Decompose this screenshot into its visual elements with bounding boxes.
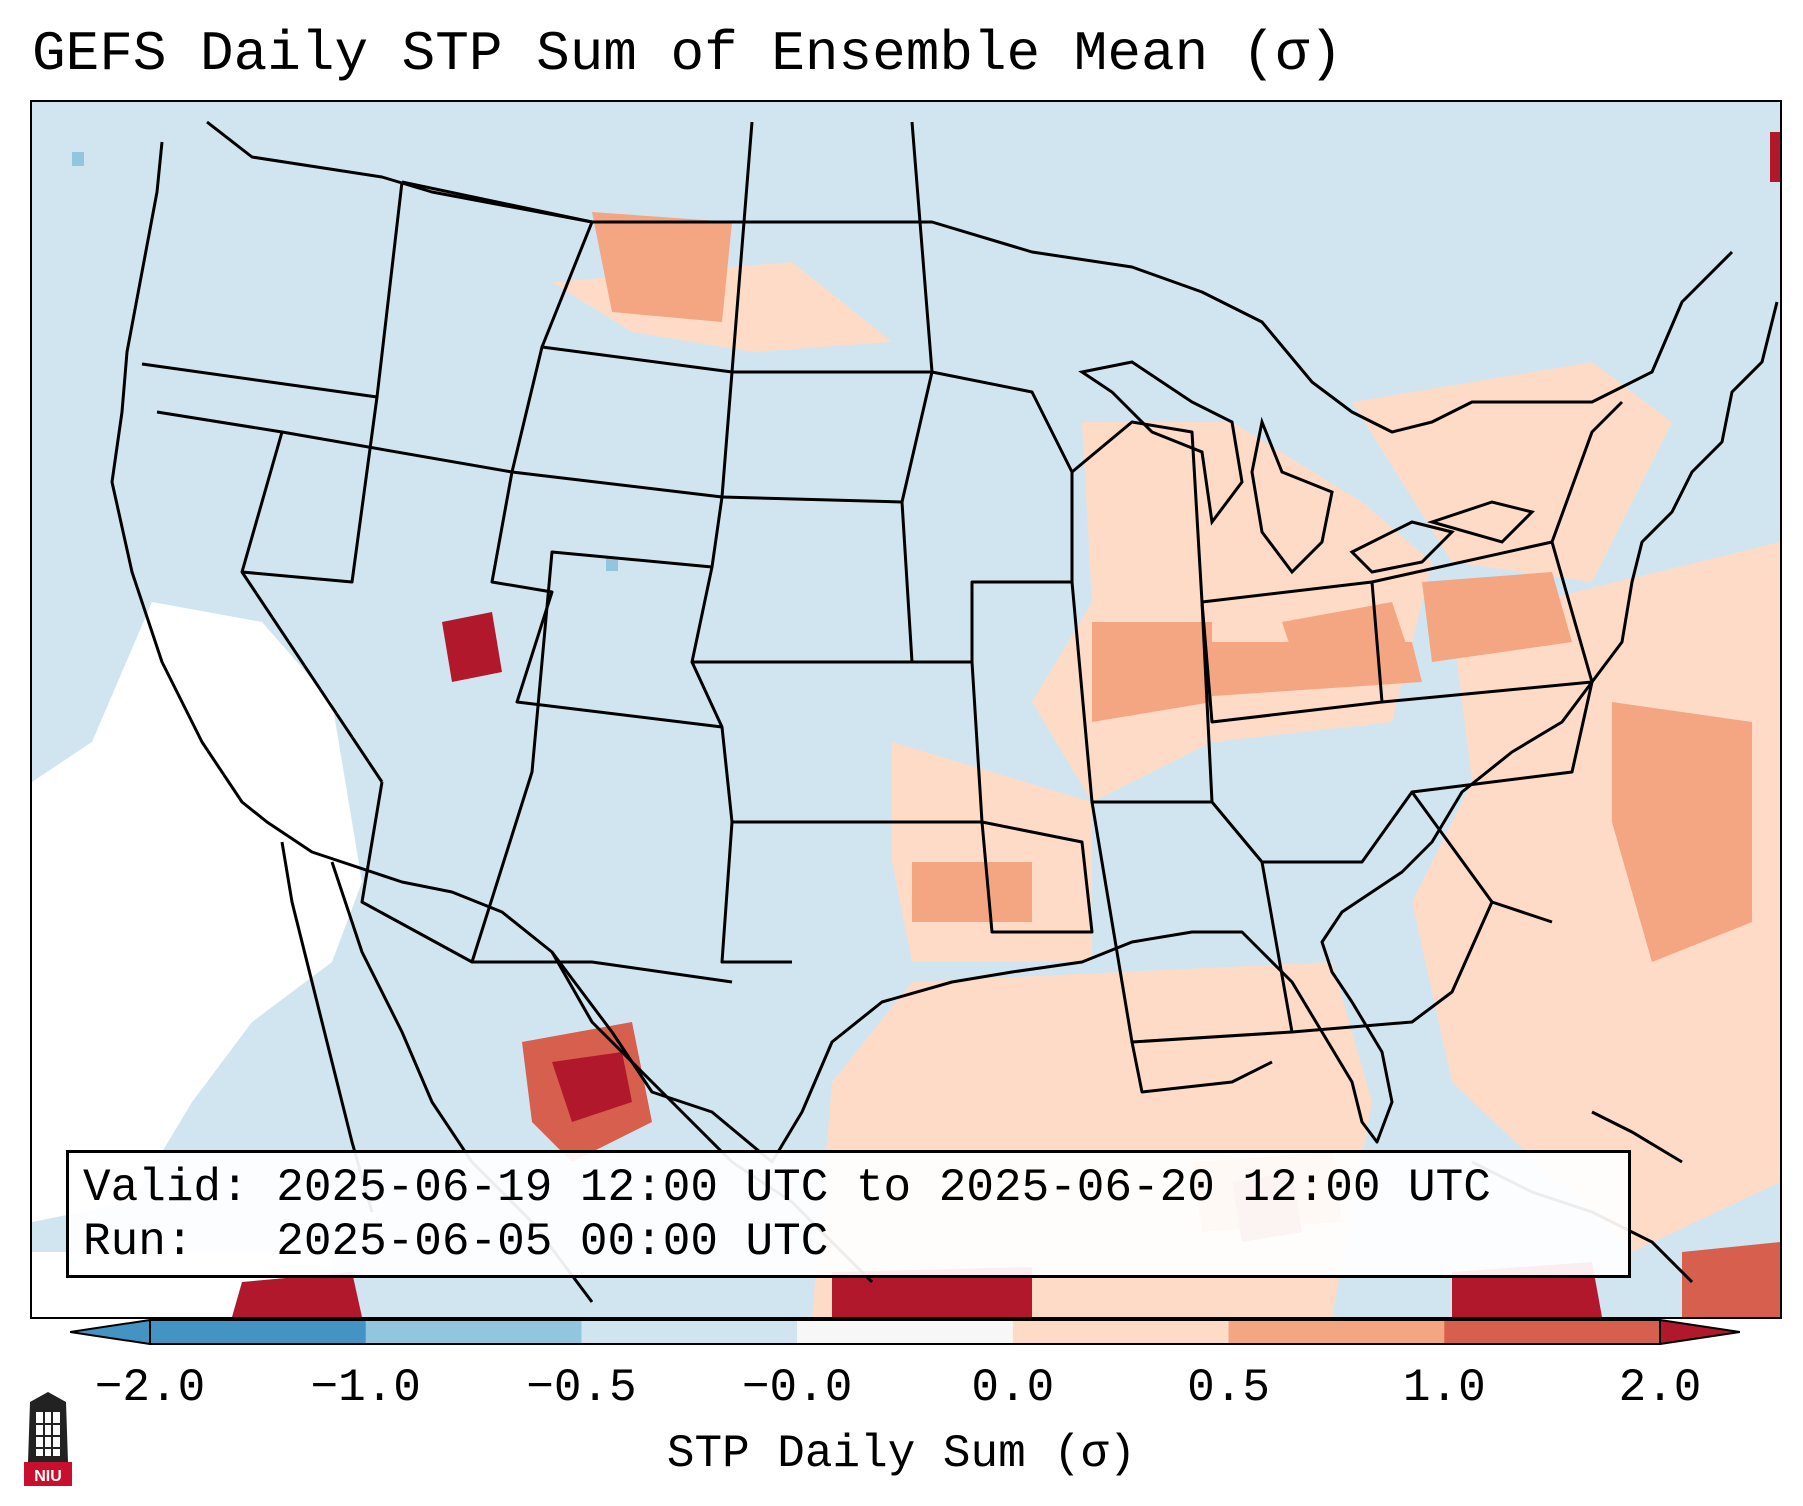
positive-anomaly-medium: [1112, 642, 1422, 702]
positive-anomaly-extreme: [552, 1052, 632, 1122]
colorbar-tick-label: 0.5: [1187, 1362, 1270, 1414]
colorbar-tick-label: −0.0: [741, 1362, 853, 1414]
colorbar-segment: [581, 1320, 798, 1344]
colorbar-segment: [365, 1320, 582, 1344]
colorbar-tick-label: −0.5: [526, 1362, 637, 1414]
colorbar-segment: [1228, 1320, 1445, 1344]
map-panel: [30, 100, 1782, 1319]
colorbar-segment: [1444, 1320, 1661, 1344]
negative-anomaly: [606, 557, 618, 571]
colorbar-segment: [797, 1320, 1014, 1344]
no-data-area: [32, 602, 362, 1222]
positive-anomaly-medium: [1612, 702, 1752, 962]
positive-anomaly-strong: [1682, 1242, 1780, 1317]
positive-anomaly-medium: [1422, 572, 1572, 662]
positive-anomaly-extreme: [442, 612, 502, 682]
colorbar-tick-label: −1.0: [310, 1362, 421, 1414]
positive-anomaly-extreme: [232, 1272, 362, 1317]
colorbar-segment: [1012, 1320, 1230, 1344]
negative-anomaly: [72, 152, 84, 166]
canada-border: [206, 120, 1734, 434]
logo-text: NIU: [34, 1468, 62, 1485]
colorbar-segments: [150, 1320, 1661, 1344]
valid-label: Valid:: [83, 1162, 249, 1214]
stp-map: [32, 120, 1780, 1317]
us-outline: [110, 141, 1779, 1164]
niu-tower-logo: NIU: [24, 1392, 72, 1486]
colorbar-tick-label: 1.0: [1402, 1362, 1486, 1414]
colorbar-segment: [150, 1320, 367, 1344]
positive-anomaly-medium: [592, 212, 732, 322]
great-lakes: [1078, 360, 1535, 575]
positive-anomaly-extreme: [1770, 132, 1780, 182]
positive-anomaly-medium: [912, 862, 1032, 922]
valid-value: 2025-06-19 12:00 UTC to 2025-06-20 12:00…: [276, 1162, 1491, 1214]
colorbar-extend-high: [1660, 1320, 1740, 1344]
colorbar-title: STP Daily Sum (σ): [666, 1428, 1137, 1480]
map-title: GEFS Daily STP Sum of Ensemble Mean (σ): [32, 22, 1343, 86]
run-label: Run:: [83, 1216, 194, 1268]
colorbar-extend-low: [70, 1320, 150, 1344]
colorbar-tick-label: 2.0: [1618, 1362, 1702, 1414]
colorbar-tick-label: −2.0: [94, 1362, 206, 1414]
valid-run-box: Valid: 2025-06-19 12:00 UTC to 2025-06-2…: [66, 1150, 1631, 1278]
state-borders: [110, 120, 1779, 1164]
colorbar: [70, 1319, 1740, 1345]
colorbar-tick-label: 0.0: [971, 1362, 1055, 1414]
run-value: 2025-06-05 00:00 UTC: [276, 1216, 829, 1268]
positive-anomaly-extreme: [832, 1267, 1032, 1317]
anomaly-field: [32, 132, 1780, 1317]
